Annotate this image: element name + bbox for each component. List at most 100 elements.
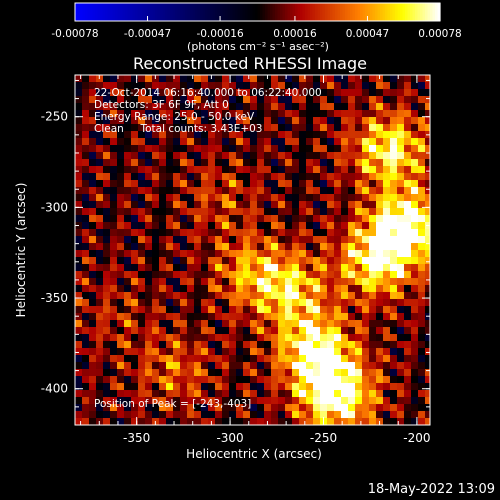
heatmap-cell xyxy=(278,250,285,257)
heatmap-cell xyxy=(152,222,159,229)
heatmap-cell xyxy=(187,362,194,369)
heatmap-cell xyxy=(201,271,208,278)
heatmap-cell xyxy=(180,194,187,201)
heatmap-cell xyxy=(103,96,110,103)
heatmap-cell xyxy=(229,390,236,397)
heatmap-cell xyxy=(138,187,145,194)
heatmap-cell xyxy=(264,187,271,194)
heatmap-cell xyxy=(411,355,418,362)
heatmap-cell xyxy=(327,285,334,292)
heatmap-cell xyxy=(82,124,89,131)
heatmap-cell xyxy=(397,159,404,166)
heatmap-cell xyxy=(82,397,89,404)
heatmap-cell xyxy=(299,257,306,264)
heatmap-cell xyxy=(285,131,292,138)
heatmap-cell xyxy=(208,96,215,103)
heatmap-cell xyxy=(215,173,222,180)
heatmap-cell xyxy=(166,411,173,418)
heatmap-cell xyxy=(397,173,404,180)
heatmap-cell xyxy=(82,75,89,82)
heatmap-cell xyxy=(278,418,285,425)
heatmap-cell xyxy=(348,299,355,306)
heatmap-cell xyxy=(117,264,124,271)
heatmap-cell xyxy=(397,208,404,215)
heatmap-cell xyxy=(383,369,390,376)
heatmap-cell xyxy=(327,103,334,110)
heatmap-cell xyxy=(306,131,313,138)
heatmap-cell xyxy=(355,194,362,201)
heatmap-cell xyxy=(334,82,341,89)
heatmap-cell xyxy=(82,201,89,208)
colorbar-segment xyxy=(295,3,299,21)
heatmap-cell xyxy=(124,96,131,103)
heatmap-cell xyxy=(124,215,131,222)
heatmap-cell xyxy=(89,278,96,285)
heatmap-cell xyxy=(229,166,236,173)
heatmap-cell xyxy=(411,320,418,327)
heatmap-cell xyxy=(131,201,138,208)
x-tick-label: -300 xyxy=(216,431,243,445)
heatmap-cell xyxy=(89,187,96,194)
heatmap-cell xyxy=(348,201,355,208)
heatmap-cell xyxy=(292,355,299,362)
heatmap-cell xyxy=(390,103,397,110)
heatmap-cell xyxy=(173,397,180,404)
heatmap-cell xyxy=(103,103,110,110)
heatmap-cell xyxy=(250,187,257,194)
heatmap-cell xyxy=(208,334,215,341)
heatmap-cell xyxy=(152,117,159,124)
heatmap-cell xyxy=(229,187,236,194)
heatmap-cell xyxy=(355,110,362,117)
heatmap-cell xyxy=(124,355,131,362)
heatmap-cell xyxy=(334,376,341,383)
heatmap-cell xyxy=(110,327,117,334)
heatmap-cell xyxy=(292,362,299,369)
heatmap-cell xyxy=(313,257,320,264)
heatmap-cell xyxy=(383,117,390,124)
heatmap-cell xyxy=(299,292,306,299)
heatmap-cell xyxy=(411,124,418,131)
heatmap-cell xyxy=(369,166,376,173)
heatmap-cell xyxy=(152,257,159,264)
heatmap-cell xyxy=(425,257,430,264)
heatmap-cell xyxy=(180,264,187,271)
heatmap-cell xyxy=(187,215,194,222)
heatmap-cell xyxy=(124,145,131,152)
heatmap-cell xyxy=(117,159,124,166)
heatmap-cell xyxy=(166,131,173,138)
heatmap-cell xyxy=(145,82,152,89)
heatmap-cell xyxy=(362,194,369,201)
heatmap-cell xyxy=(355,229,362,236)
heatmap-cell xyxy=(257,82,264,89)
heatmap-cell xyxy=(166,397,173,404)
heatmap-cell xyxy=(159,117,166,124)
heatmap-cell xyxy=(187,306,194,313)
heatmap-cell xyxy=(250,278,257,285)
heatmap-cell xyxy=(285,313,292,320)
heatmap-cell xyxy=(376,173,383,180)
heatmap-cell xyxy=(327,376,334,383)
heatmap-cell xyxy=(201,264,208,271)
heatmap-cell xyxy=(75,166,82,173)
heatmap-cell xyxy=(376,320,383,327)
heatmap-cell xyxy=(229,292,236,299)
heatmap-cell xyxy=(194,75,201,82)
heatmap-cell xyxy=(173,341,180,348)
heatmap-cell xyxy=(292,327,299,334)
heatmap-cell xyxy=(425,306,430,313)
heatmap-cell xyxy=(166,306,173,313)
heatmap-cell xyxy=(159,369,166,376)
heatmap-cell xyxy=(278,152,285,159)
heatmap-cell xyxy=(250,341,257,348)
heatmap-cell xyxy=(404,145,411,152)
heatmap-cell xyxy=(355,222,362,229)
heatmap-cell xyxy=(243,75,250,82)
colorbar-segment xyxy=(315,3,319,21)
heatmap-cell xyxy=(117,306,124,313)
heatmap-cell xyxy=(152,383,159,390)
colorbar-segment xyxy=(255,3,259,21)
heatmap-cell xyxy=(271,152,278,159)
heatmap-cell xyxy=(117,243,124,250)
heatmap-cell xyxy=(313,313,320,320)
